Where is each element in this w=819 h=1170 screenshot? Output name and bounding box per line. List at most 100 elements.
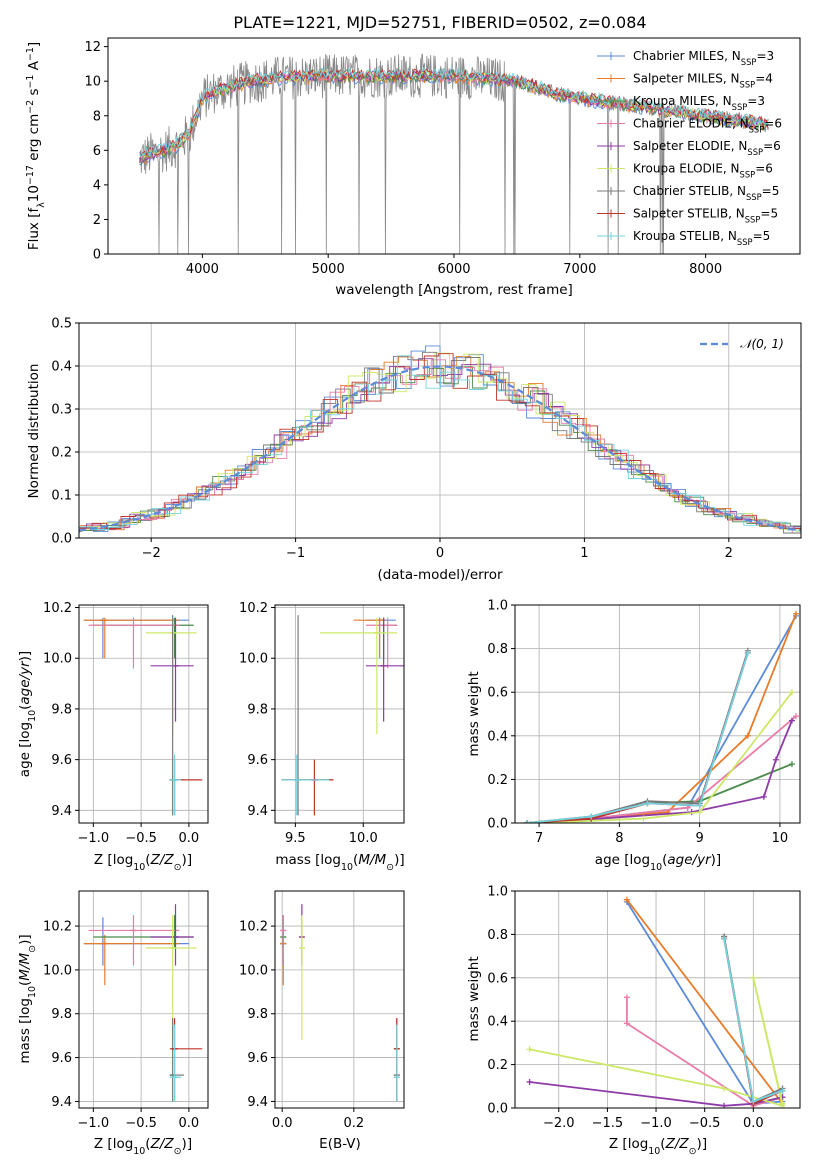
weight-age-x-axis-label: age [log10(age/yr)]: [595, 852, 721, 873]
weight-series-line: [539, 715, 797, 823]
weight-age-xtick-label: 10: [772, 831, 789, 846]
weight-point: [779, 1100, 786, 1107]
mass-Z-ytick-label: 9.8: [51, 1007, 72, 1022]
mass-ebv-x-axis-label: E(B-V): [319, 1136, 361, 1152]
weight-point: [721, 1085, 728, 1092]
weight-point: [779, 1087, 786, 1094]
spectrum-xtick-label: 4000: [186, 262, 219, 277]
weight-point: [744, 649, 751, 656]
age-Z-xtick-label: 0.0: [179, 831, 200, 846]
weight-Z-xtick-label: −1.0: [640, 1116, 672, 1131]
weight-point: [772, 756, 779, 763]
mass-ebv-xtick-label: 0.0: [272, 1116, 293, 1131]
weight-point: [623, 994, 630, 1001]
weight-series-line: [526, 615, 797, 823]
weight-point: [644, 800, 651, 807]
age-mass-ytick-label: 10.2: [239, 601, 268, 616]
spectrum-xtick-label: 7000: [563, 262, 596, 277]
age-mass-xtick-label: 10.0: [349, 831, 378, 846]
weight-series-line: [526, 652, 749, 823]
weight-age-xtick-label: 9: [696, 831, 704, 846]
weight-point: [721, 935, 728, 942]
weight-Z-frame: [514, 890, 801, 1109]
weight-Z-xtick-label: 0.0: [743, 1116, 764, 1131]
mass-Z-ytick-label: 9.4: [51, 1095, 72, 1110]
weight-series-line: [529, 1081, 783, 1107]
weight-age-ytick-label: 0.6: [487, 686, 508, 701]
age-Z-plot-area: [79, 605, 208, 823]
age-mass-ytick-label: 9.4: [247, 804, 268, 819]
mass-ebv-plot-area: [275, 891, 404, 1108]
spectrum-ytick-label: 8: [93, 109, 101, 124]
weight-point: [792, 713, 799, 720]
residual-histogram-step: [79, 345, 801, 534]
weight-age: 7 8 9 10 0.0 0.2 0.4 0.6 0.8 1.0: [487, 599, 801, 846]
weight-point: [750, 1098, 757, 1105]
residuals-ytick-label: 0.5: [51, 317, 72, 332]
weight-point: [524, 820, 531, 823]
mass-Z-xtick-label: 0.0: [179, 1116, 200, 1131]
age-Z-ytick-label: 10.0: [43, 652, 72, 667]
legend-entry: Salpeter MILES, NSSP=4: [633, 72, 773, 90]
mass-Z-ytick-label: 10.2: [43, 920, 72, 935]
weight-Z-x-axis-label: Z [log10(Z/Z⊙)]: [609, 1136, 707, 1157]
spectrum-xtick-label: 6000: [437, 262, 470, 277]
weight-series-line: [526, 650, 749, 823]
spectrum-xtick-label: 5000: [312, 262, 345, 277]
residual-histogram-step: [79, 366, 801, 532]
observed-spectrum-line: [139, 53, 769, 254]
age-mass-frame: [274, 604, 405, 824]
residuals-ytick-label: 0.1: [51, 489, 72, 504]
mass-ebv-ytick-label: 10.2: [239, 920, 268, 935]
weight-series-line: [626, 899, 784, 1105]
model-spectrum-line: [139, 66, 769, 159]
weight-Z-plot-area: [515, 891, 800, 1108]
legend-entry: Chabrier STELIB, NSSP=5: [633, 184, 779, 202]
age-mass: 9.5 10.0 9.4 9.6 9.8 10.0 10.2: [239, 601, 405, 846]
weight-age-plot-area: [515, 605, 800, 823]
age-mass-xtick-label: 9.5: [285, 831, 306, 846]
weight-age-frame: [514, 604, 801, 824]
spectrum-plot-area: [139, 53, 769, 254]
age-Z-x-axis-label: Z [log10(Z/Z⊙)]: [94, 852, 192, 873]
model-spectrum-line: [139, 67, 769, 160]
weight-point: [788, 761, 795, 768]
age-Z-ytick-label: 9.6: [51, 753, 72, 768]
spectrum-ytick-label: 0: [93, 248, 101, 263]
age-Z-xtick-label: −1.0: [78, 831, 110, 846]
residual-histogram-step: [79, 353, 801, 530]
weight-point: [696, 802, 703, 809]
weight-age-ytick-label: 0.4: [487, 729, 508, 744]
residuals-y-axis-label: Normed distribution: [26, 364, 42, 499]
residuals-xtick-label: 0: [436, 546, 444, 561]
weight-age-xtick-label: 8: [615, 831, 623, 846]
weight-Z-ytick-label: 0.4: [487, 1015, 508, 1030]
residuals-ytick-label: 0.0: [51, 532, 72, 547]
weight-point: [788, 717, 795, 724]
residuals-x-axis-label: (data-model)/error: [377, 567, 503, 583]
weight-age-ytick-label: 0.0: [487, 817, 508, 832]
mass-Z: −1.0 −0.5 0.0 9.4 9.6 9.8 10.0 10.2: [43, 890, 209, 1131]
mass-Z-y-axis-label: mass [log10(M/M⊙)]: [17, 934, 38, 1063]
figure-title: PLATE=1221, MJD=52751, FIBERID=0502, z=0…: [233, 13, 646, 32]
spectrum-x-axis-label: wavelength [Angstrom, rest frame]: [335, 282, 573, 298]
spectrum-ytick-label: 2: [93, 213, 101, 228]
age-Z-ytick-label: 10.2: [43, 601, 72, 616]
weight-point: [623, 1020, 630, 1027]
age-Z-ytick-label: 9.4: [51, 804, 72, 819]
plot-layer: 4000 5000 6000 7000 8000024681012wavelength …: [17, 37, 802, 1157]
legend-entry: Chabrier ELODIE, NSSP=6: [633, 117, 782, 135]
residuals-plot-area: [79, 323, 801, 538]
residuals-xtick-label: 2: [725, 546, 733, 561]
mass-Z-plot-area: [79, 891, 208, 1108]
legend-entry: Kroupa STELIB, NSSP=5: [633, 229, 770, 247]
weight-Z: −2.0 −1.5 −1.0 −0.5 0.0 0.0 0.2 0.4 0.6 0.8 1.0: [487, 885, 801, 1131]
spectrum-y-axis-label: Flux [fλ10−17 erg cm−2 s−1 A−1]: [25, 42, 47, 250]
weight-point: [526, 1078, 533, 1085]
age-mass-plot-area: [275, 605, 404, 823]
weight-Z-xtick-label: −1.5: [592, 1116, 624, 1131]
weight-point: [696, 809, 703, 816]
age-Z-y-axis-label: age [log10(age/yr)]: [17, 651, 38, 777]
weight-point: [744, 732, 751, 739]
residuals-xtick-label: −2: [142, 546, 161, 561]
